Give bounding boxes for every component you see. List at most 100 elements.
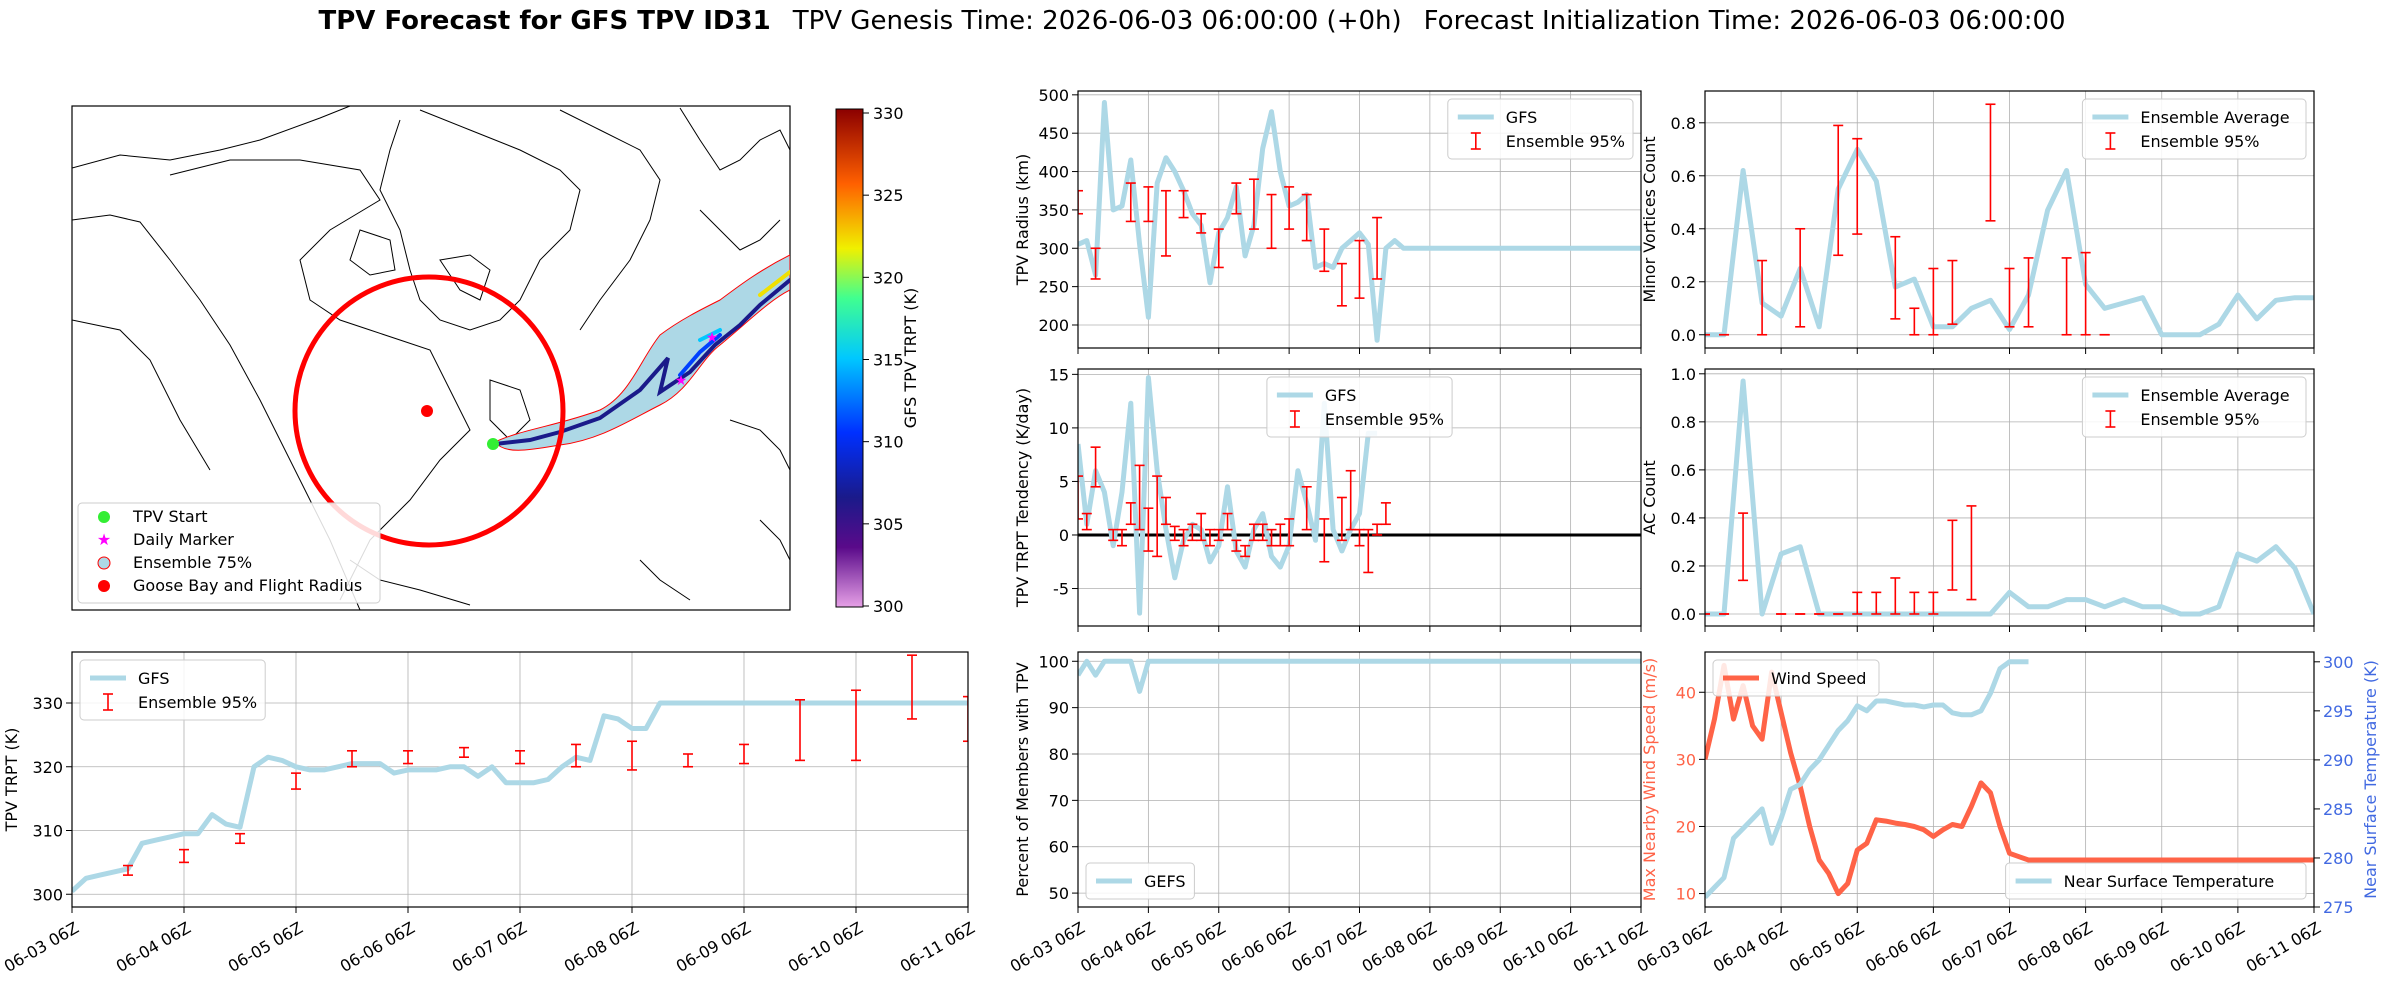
error-bar (1160, 189, 1171, 257)
y-tick-label: 30 (1676, 750, 1696, 769)
plot-content (1078, 100, 1641, 343)
error-bar (2023, 257, 2034, 328)
error-bar (179, 848, 189, 864)
error-bar (571, 743, 581, 768)
colorbar-label: GFS TPV TRPT (K) (901, 288, 920, 428)
error-bar (1213, 228, 1224, 269)
error-bar (1240, 544, 1251, 558)
legend-label: Ensemble Average (2140, 386, 2289, 405)
colorbar-tick-label: 310 (873, 433, 904, 452)
legend-label: GFS (1506, 108, 1537, 127)
y-tick-label: 0.4 (1671, 220, 1696, 239)
x-tick-label: 06-08 06Z (561, 918, 642, 976)
map-legend-daily: Daily Marker (133, 530, 234, 549)
error-bar (1795, 227, 1806, 328)
error-bar (1178, 189, 1189, 219)
chart-radius: 200 250 300 350 400 450 500 TPV Radius (km) GFS E… (1013, 86, 1642, 354)
error-bar (1204, 528, 1215, 547)
legend-start-icon (98, 511, 110, 523)
error-bar (1275, 523, 1286, 547)
error-bar (1928, 591, 1939, 615)
error-bar (347, 750, 357, 768)
y-tick-label: 450 (1038, 124, 1069, 143)
error-bar (1125, 182, 1136, 223)
plot-content (1078, 658, 1641, 694)
error-bar (1143, 507, 1154, 552)
y-tick-label: -5 (1053, 580, 1069, 599)
error-bar (235, 832, 245, 845)
y-tick-label: 80 (1049, 745, 1069, 764)
y-axis-label: Percent of Members with TPV (1013, 662, 1032, 896)
legend-box (1266, 376, 1453, 438)
error-bar (1890, 577, 1901, 615)
error-bar (1143, 186, 1154, 223)
error-bar (1909, 307, 1920, 336)
y-tick-label: 200 (1038, 316, 1069, 335)
colorbar-ticks: 330 325 320 315 310 305 300 (863, 104, 904, 616)
colorbar (835, 108, 864, 608)
title-main: TPV Forecast for GFS TPV ID31 (318, 6, 771, 36)
x-tick-label: 06-10 06Z (785, 918, 866, 976)
daily-marker-2: ★ (706, 330, 719, 346)
legend: GFS Ensemble 95% (1266, 376, 1453, 438)
map-panel: ★ ★ TPV Start ★ Daily Marker Ensemble 75… (71, 104, 920, 616)
tpv-start-marker (487, 438, 499, 450)
legend-box (2081, 98, 2307, 160)
y2-tick-label: 295 (2323, 702, 2354, 721)
goose-bay-marker (421, 405, 433, 417)
error-bar (851, 689, 861, 762)
error-bar (2061, 257, 2072, 336)
error-bar (627, 740, 637, 771)
y-axis-label: Max Nearby Wind Speed (m/s) (1640, 658, 1659, 901)
y-tick-label: 500 (1038, 86, 1069, 105)
x-tick-label: 06-04 06Z (1710, 918, 1791, 976)
y-axis-label: AC Count (1640, 460, 1659, 534)
error-bar (1152, 475, 1163, 558)
y-tick-label: 0.4 (1671, 509, 1696, 528)
colorbar-tick-label: 320 (873, 268, 904, 287)
error-bar (1090, 247, 1101, 280)
legend-label: Ensemble 95% (1325, 410, 1444, 429)
y-tick-label: 0.2 (1671, 557, 1696, 576)
figure-title: TPV Forecast for GFS TPV ID31 TPV Genesis… (0, 6, 2384, 40)
error-bar (1257, 523, 1268, 542)
error-bar (2004, 267, 2015, 328)
series-ensemble-average (1705, 146, 2314, 338)
legend-label: Wind Speed (1771, 669, 1866, 688)
x-tick-label: 06-06 06Z (1218, 918, 1299, 976)
coastlines (72, 106, 790, 610)
error-bar (1160, 496, 1171, 526)
y-tick-label: 10 (1049, 419, 1069, 438)
error-bar (907, 654, 917, 720)
error-bar (1966, 505, 1977, 601)
y-tick-label: 40 (1676, 683, 1696, 702)
y-axis-label: Minor Vortices Count (1640, 136, 1659, 302)
plot-content (1705, 103, 2314, 338)
plot-frame (1077, 651, 1642, 908)
y-tick-label: 0.0 (1671, 605, 1696, 624)
x-tick-label: 06-04 06Z (1077, 918, 1158, 976)
y-axis-label: TPV Radius (km) (1013, 154, 1032, 287)
legend-label: Ensemble Average (2140, 108, 2289, 127)
legend: Near Surface Temperature (2005, 862, 2307, 900)
x-tick-label: 06-11 06Z (897, 918, 978, 976)
series-gefs (1078, 658, 1641, 694)
error-bar (1301, 193, 1312, 242)
error-bar (1284, 186, 1295, 230)
legend-label: Ensemble 95% (2140, 132, 2259, 151)
x-tick-label: 06-05 06Z (1786, 918, 1867, 976)
y2-tick-label: 285 (2323, 800, 2354, 819)
error-bar (1248, 178, 1259, 230)
x-tick-label: 06-09 06Z (1429, 918, 1510, 976)
y-tick-label: 70 (1049, 791, 1069, 810)
y-tick-label: 310 (32, 822, 63, 841)
legend-ensemble-icon (97, 556, 111, 570)
error-bar (1890, 235, 1901, 320)
error-bar (1852, 591, 1863, 615)
plot-frame (1077, 368, 1642, 627)
x-tick-label: 06-10 06Z (2167, 918, 2248, 976)
error-bar (1319, 228, 1330, 273)
y-tick-label: 100 (1038, 652, 1069, 671)
legend-label: Ensemble 95% (2140, 410, 2259, 429)
series-near-surface-temperature (1705, 659, 2029, 899)
